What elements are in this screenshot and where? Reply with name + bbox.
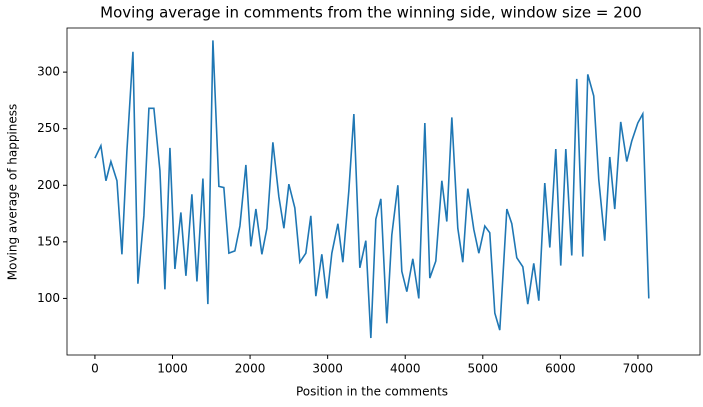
x-tick-label: 1000 xyxy=(157,362,188,376)
y-tick-label: 100 xyxy=(37,291,60,305)
x-tick-label: 5000 xyxy=(468,362,499,376)
x-tick-label: 6000 xyxy=(545,362,576,376)
x-tick-label: 3000 xyxy=(312,362,343,376)
x-axis-label: Position in the comments xyxy=(296,385,448,399)
x-tick-label: 2000 xyxy=(235,362,266,376)
y-tick-label: 250 xyxy=(37,121,60,135)
chart-title: Moving average in comments from the winn… xyxy=(100,4,642,22)
x-tick-label: 7000 xyxy=(623,362,654,376)
x-tick-label: 4000 xyxy=(390,362,421,376)
y-tick-label: 300 xyxy=(37,65,60,79)
plot-frame xyxy=(66,27,701,356)
line xyxy=(94,40,650,339)
y-tick-label: 200 xyxy=(37,178,60,192)
x-tick-label: 0 xyxy=(91,362,99,376)
y-tick-label: 150 xyxy=(37,234,60,248)
y-axis-label: Moving average of happiness xyxy=(6,104,20,281)
